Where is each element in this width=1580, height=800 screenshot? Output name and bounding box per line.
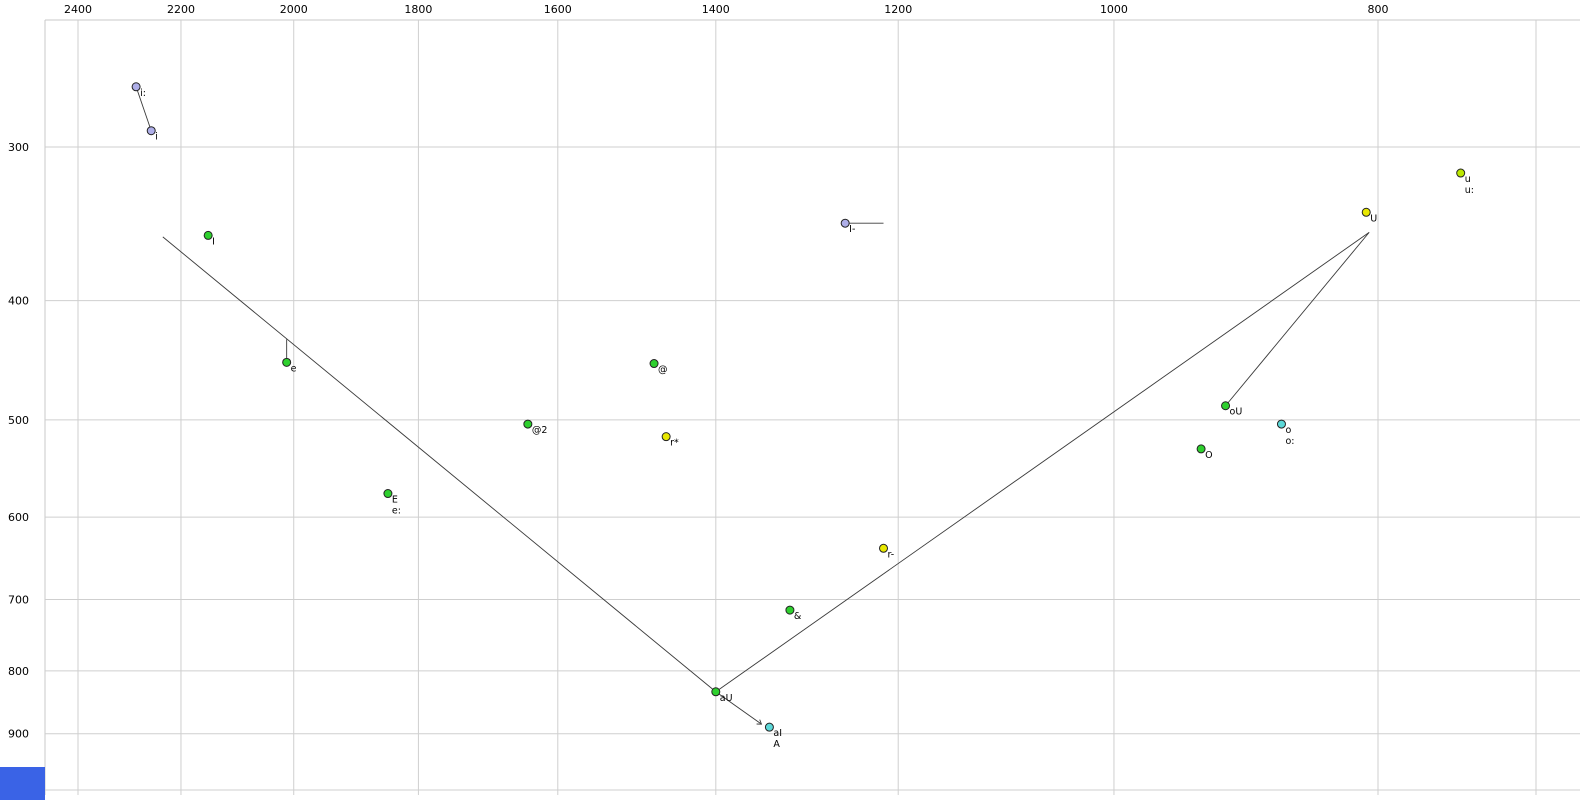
vowel-point-label: aI (773, 728, 782, 739)
vowel-point-@ (649, 359, 659, 369)
vowel-point-i (146, 126, 156, 136)
vowel-point-label: r* (670, 438, 679, 449)
vowel-point-@2 (523, 419, 533, 429)
vowel-point-E (383, 489, 393, 499)
y-axis-tick-label: 800 (8, 665, 29, 678)
bottom-left-color-block (0, 767, 45, 800)
diphthong-arrow-line (715, 691, 763, 725)
x-axis-tick-label: 1200 (884, 3, 912, 16)
vowel-point-label: U (1370, 213, 1377, 224)
vowel-point-r- (879, 543, 889, 553)
vowel-point-label: O (1205, 450, 1212, 461)
vowel-point-I (203, 230, 213, 240)
vowel-point-label: u: (1465, 185, 1474, 196)
vowel-point-label: o: (1285, 436, 1294, 447)
vowel-point-aU (711, 687, 721, 697)
y-axis-tick-label: 600 (8, 511, 29, 524)
y-axis-tick-label: 500 (8, 414, 29, 427)
y-axis-tick-label: 300 (8, 141, 29, 154)
x-axis-tick-label: 2000 (280, 3, 308, 16)
trajectory-line (162, 236, 717, 693)
vowel-point-label: @ (658, 365, 668, 376)
grid-lines (44, 19, 1580, 795)
point-labels: i: i Ie @ @2 r* Ee: r- & aU aIA I- Uuu: oU oo: O (140, 88, 1474, 750)
y-axis-tick-label: 900 (8, 728, 29, 741)
trajectory-line (1225, 232, 1370, 407)
vowel-point-label: u (1465, 174, 1471, 185)
vowel-point-e (282, 357, 292, 367)
vowel-point-i: (131, 82, 141, 92)
vowel-point-label: E (392, 495, 398, 506)
trajectory-line (135, 86, 152, 131)
x-axis-tick-label: 1400 (702, 3, 730, 16)
vowel-point-& (785, 605, 795, 615)
x-axis-tick-label: 800 (1368, 3, 1389, 16)
data-points (131, 82, 1466, 732)
vowel-point-label: aU (720, 693, 733, 704)
vowel-point-label: A (773, 739, 780, 750)
x-axis-tick-label: 2400 (64, 3, 92, 16)
vowel-point-label: I (212, 236, 215, 247)
x-axis-tick-label: 1600 (544, 3, 572, 16)
vowel-point-I- (840, 218, 850, 228)
vowel-point-o (1276, 419, 1286, 429)
vowel-point-label: r- (888, 549, 895, 560)
y-axis-tick-label: 700 (8, 594, 29, 607)
trajectory-lines (135, 86, 1370, 725)
y-axis-tick-label: 400 (8, 295, 29, 308)
vowel-point-label: o (1285, 425, 1291, 436)
vowel-point-label: i (155, 132, 158, 143)
vowel-point-u (1456, 168, 1466, 178)
vowel-point-label: @2 (532, 425, 548, 436)
vowel-point-O (1196, 444, 1206, 454)
trajectory-line (715, 232, 1370, 693)
vowel-point-aI (764, 722, 774, 732)
vowel-point-label: e: (392, 506, 401, 517)
vowel-point-label: e (291, 363, 297, 374)
vowel-point-r* (661, 432, 671, 442)
x-axis-tick-label: 1800 (404, 3, 432, 16)
vowel-point-U (1361, 207, 1371, 217)
vowel-point-label: I- (849, 224, 855, 235)
vowel-point-label: & (794, 611, 802, 622)
x-axis-tick-label: 1000 (1100, 3, 1128, 16)
vowel-point-oU (1221, 401, 1231, 411)
vowel-point-label: i: (140, 88, 146, 99)
axis-tick-labels: 2400 2200 2000 1800 1600 1400 1200 1000 800 300 40… (8, 3, 1389, 797)
vowel-point-label: oU (1230, 407, 1243, 418)
x-axis-tick-label: 2200 (167, 3, 195, 16)
